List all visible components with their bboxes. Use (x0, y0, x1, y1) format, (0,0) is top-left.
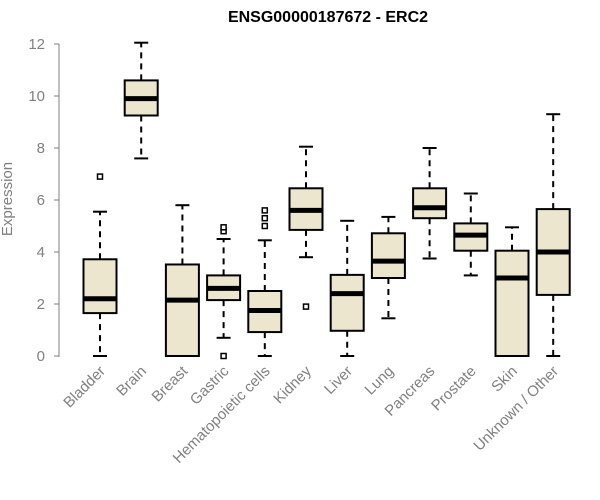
box-iqr (82, 258, 118, 315)
box-8 (370, 215, 406, 320)
box-4 (206, 224, 242, 360)
outlier-point (220, 352, 227, 360)
box-9 (412, 147, 448, 260)
x-tick-label: Brain (113, 363, 150, 400)
chart-title: ENSG00000187672 - ERC2 (228, 9, 428, 26)
x-tick-label: Liver (321, 363, 356, 398)
y-tick-label: 2 (37, 296, 45, 313)
outlier-point (302, 303, 310, 310)
y-tick-label: 8 (37, 140, 45, 157)
y-tick-label: 0 (37, 348, 45, 365)
box-iqr (412, 187, 448, 220)
y-axis-label: Expression (0, 162, 16, 236)
box-iqr (164, 263, 200, 358)
box-6 (288, 145, 324, 310)
box-series (82, 41, 571, 360)
x-tick-label: Lung (362, 363, 398, 399)
box-11 (494, 226, 530, 357)
y-tick-label: 6 (37, 192, 45, 209)
y-tick-label: 12 (28, 36, 45, 53)
outlier-point (261, 207, 269, 214)
x-tick-label: Kidney (270, 362, 315, 407)
x-tick-label: Bladder (60, 363, 109, 412)
box-3 (164, 204, 200, 358)
outlier-point (261, 222, 269, 230)
box-10 (453, 192, 489, 277)
y-tick-label: 10 (28, 88, 45, 105)
outlier-point (96, 173, 104, 180)
outlier-point (220, 224, 227, 231)
box-12 (535, 113, 571, 357)
box-1 (82, 173, 118, 357)
outlier-point (261, 214, 269, 222)
box-iqr (329, 273, 365, 332)
y-tick-label: 4 (37, 244, 45, 261)
x-tick-label: Prostate (428, 363, 480, 415)
y-axis-ticks: 0 2 4 6 8 10 12 (28, 36, 59, 365)
box-5 (247, 207, 283, 357)
x-tick-label: Skin (488, 363, 521, 396)
box-iqr (494, 249, 530, 357)
box-7 (329, 219, 365, 357)
box-2 (123, 41, 159, 160)
x-tick-label: Breast (149, 362, 192, 405)
box-iqr (370, 232, 406, 279)
